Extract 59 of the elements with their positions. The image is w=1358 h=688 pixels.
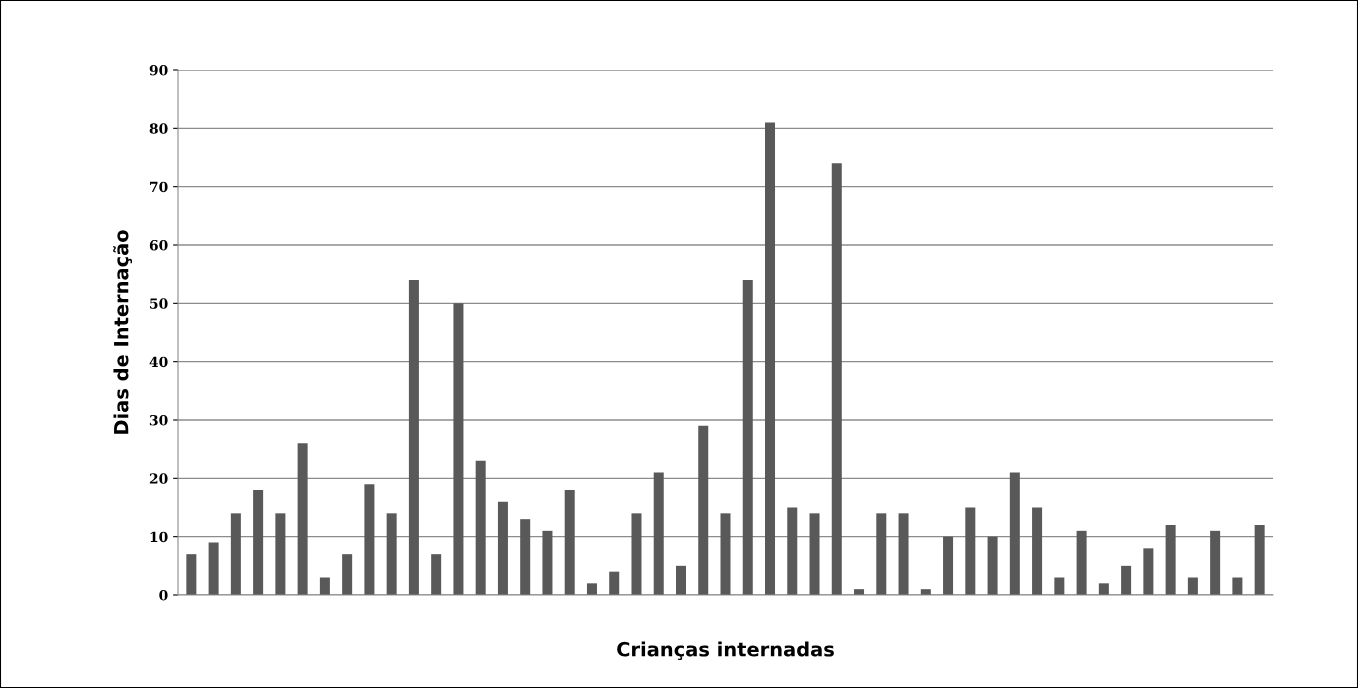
y-axis-title: Dias de Internação <box>113 230 133 434</box>
y-tick-label: 60 <box>149 239 168 251</box>
y-tick-label: 50 <box>150 298 168 309</box>
bar <box>319 577 330 595</box>
bar <box>208 542 219 595</box>
bar <box>1009 472 1020 595</box>
y-tick-label: 70 <box>150 181 168 193</box>
bar <box>297 443 308 595</box>
bar <box>342 554 353 595</box>
bar <box>275 513 286 595</box>
y-tick-label: 20 <box>149 473 168 484</box>
bar <box>965 507 976 595</box>
bar <box>1232 577 1243 595</box>
bar <box>831 163 842 595</box>
bar <box>386 513 397 595</box>
y-tick-label: 90 <box>149 64 168 76</box>
y-tick-label: 0 <box>159 589 168 601</box>
bar <box>520 519 531 595</box>
bar <box>876 513 887 595</box>
bar <box>1143 548 1154 595</box>
bar <box>698 425 709 595</box>
bar <box>787 507 798 595</box>
bar <box>431 554 442 595</box>
bar <box>765 122 776 595</box>
bar <box>1187 577 1198 595</box>
bar <box>675 565 686 595</box>
y-tick-label: 30 <box>149 414 168 426</box>
bar <box>364 484 375 595</box>
bar <box>1032 507 1043 595</box>
bar <box>186 554 197 595</box>
bar <box>253 490 264 595</box>
bar <box>720 513 731 595</box>
y-tick-label: 80 <box>149 123 168 134</box>
bar <box>408 280 419 595</box>
bar <box>1098 583 1109 595</box>
bar <box>1165 525 1176 595</box>
bar <box>987 536 998 595</box>
bar <box>453 303 464 595</box>
bar <box>586 583 597 595</box>
x-axis-title: Crianças internadas <box>617 641 834 661</box>
bar <box>230 513 241 595</box>
bar <box>497 501 508 595</box>
bar <box>1054 577 1065 595</box>
bar <box>631 513 642 595</box>
bar <box>475 460 486 595</box>
bar <box>609 571 620 595</box>
bar <box>1076 530 1087 595</box>
y-tick-label: 10 <box>150 531 168 543</box>
bar <box>1121 565 1132 595</box>
bar <box>1254 525 1265 595</box>
bar <box>742 280 753 595</box>
bar <box>943 536 954 595</box>
bar <box>653 472 664 595</box>
bar <box>564 490 575 595</box>
bar <box>542 530 553 595</box>
y-tick-label: 40 <box>149 356 168 368</box>
bar <box>1210 530 1221 595</box>
bar <box>898 513 909 595</box>
bar <box>809 513 820 595</box>
